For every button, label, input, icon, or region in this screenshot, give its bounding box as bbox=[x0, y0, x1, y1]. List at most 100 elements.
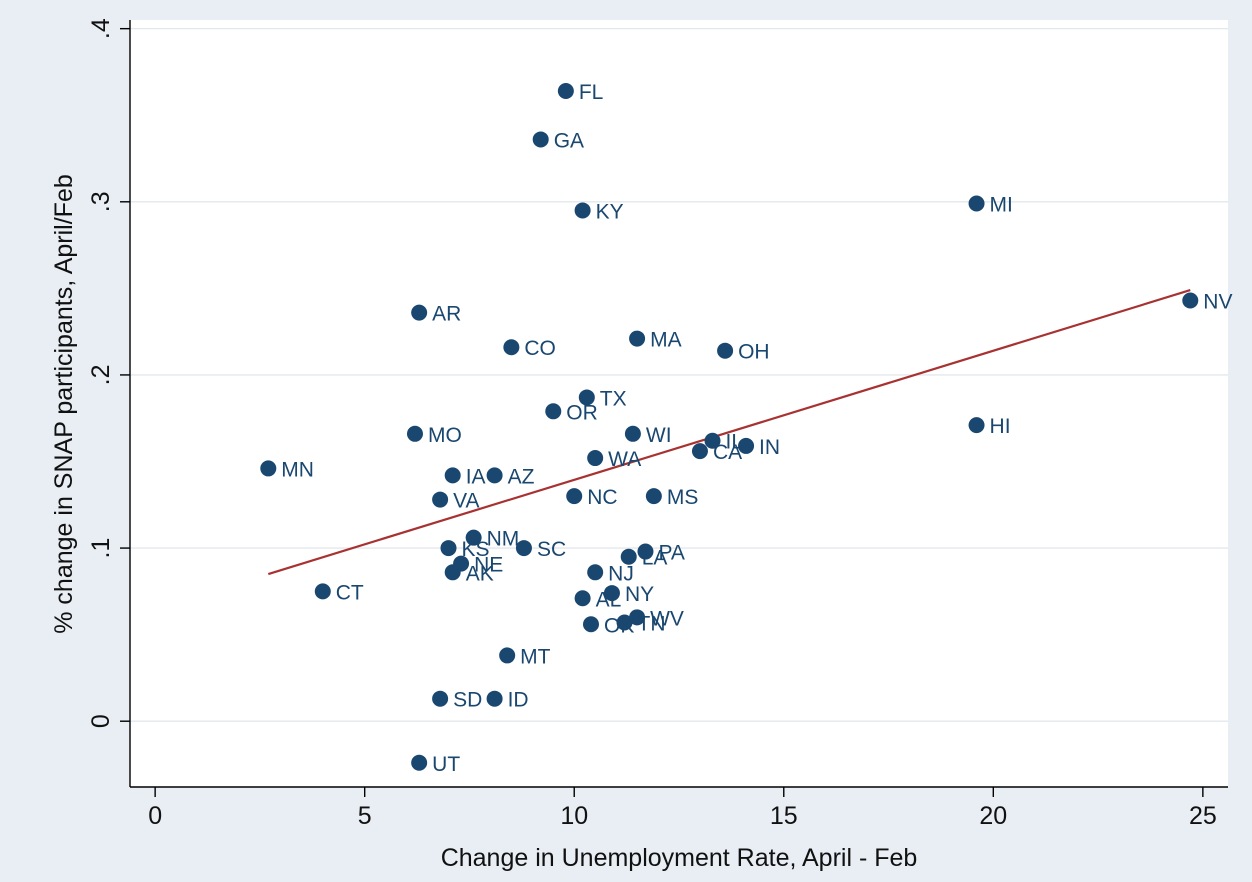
point-label-NY: NY bbox=[625, 583, 654, 606]
point-SD bbox=[432, 690, 449, 707]
point-AK bbox=[444, 564, 461, 581]
point-AZ bbox=[486, 467, 503, 484]
point-label-VA: VA bbox=[453, 490, 479, 513]
point-label-KS: KS bbox=[462, 538, 490, 561]
point-HI bbox=[968, 417, 985, 434]
point-label-HI: HI bbox=[990, 415, 1011, 438]
point-WA bbox=[587, 450, 604, 467]
point-KS bbox=[440, 540, 457, 557]
point-label-CO: CO bbox=[524, 337, 556, 360]
x-tick-label-4: 20 bbox=[979, 802, 1007, 830]
point-label-CT: CT bbox=[336, 581, 364, 604]
point-label-TN: TN bbox=[638, 613, 666, 636]
x-tick-label-0: 0 bbox=[148, 802, 162, 830]
point-MI bbox=[968, 195, 985, 212]
point-UT bbox=[411, 754, 428, 771]
gridlines bbox=[130, 28, 1228, 722]
point-LA bbox=[620, 548, 637, 565]
point-label-WV: WV bbox=[650, 607, 684, 630]
point-label-AL: AL bbox=[596, 588, 622, 611]
point-CT bbox=[314, 583, 331, 600]
point-label-UT: UT bbox=[432, 753, 460, 776]
point-MT bbox=[499, 647, 516, 664]
x-tick-label-5: 25 bbox=[1189, 802, 1217, 830]
axes bbox=[129, 20, 1228, 788]
point-CO bbox=[503, 339, 520, 356]
point-CA bbox=[691, 443, 708, 460]
point-OK bbox=[582, 616, 599, 633]
y-tick-label-2: .2 bbox=[87, 365, 115, 386]
point-label-KY: KY bbox=[596, 200, 624, 223]
point-WI bbox=[624, 425, 641, 442]
point-NV bbox=[1182, 292, 1199, 309]
point-label-SC: SC bbox=[537, 538, 566, 561]
point-NJ bbox=[587, 564, 604, 581]
point-NC bbox=[566, 488, 583, 505]
point-label-OK: OK bbox=[604, 614, 634, 637]
point-IL bbox=[704, 432, 721, 449]
point-NY bbox=[603, 585, 620, 602]
point-MO bbox=[406, 425, 423, 442]
point-label-OR: OR bbox=[566, 401, 598, 424]
point-VA bbox=[432, 491, 449, 508]
point-OR bbox=[545, 403, 562, 420]
point-MS bbox=[645, 488, 662, 505]
point-label-PA: PA bbox=[658, 542, 684, 565]
point-label-WI: WI bbox=[646, 424, 672, 447]
point-label-NM: NM bbox=[487, 528, 520, 551]
point-IN bbox=[738, 437, 755, 454]
fit-line-group bbox=[267, 289, 1191, 576]
point-label-TX: TX bbox=[600, 387, 627, 410]
point-TX bbox=[578, 389, 595, 406]
plot-area bbox=[130, 20, 1228, 787]
point-label-MN: MN bbox=[281, 458, 314, 481]
point-label-WA: WA bbox=[608, 448, 641, 471]
y-tick-label-1: .1 bbox=[87, 538, 115, 559]
point-MA bbox=[629, 330, 646, 347]
x-axis-title: Change in Unemployment Rate, April - Feb bbox=[441, 844, 918, 872]
fit-line bbox=[267, 289, 1191, 576]
point-AL bbox=[574, 590, 591, 607]
y-axis-title: % change in SNAP participants, April/Feb bbox=[50, 174, 78, 634]
point-label-NE: NE bbox=[474, 554, 503, 577]
y-tick-label-3: .3 bbox=[87, 191, 115, 212]
point-label-MI: MI bbox=[990, 194, 1013, 217]
point-label-MT: MT bbox=[520, 645, 550, 668]
point-label-NJ: NJ bbox=[608, 562, 634, 585]
point-label-ID: ID bbox=[508, 689, 529, 712]
point-GA bbox=[532, 131, 549, 148]
point-KY bbox=[574, 202, 591, 219]
point-label-AK: AK bbox=[466, 562, 494, 585]
point-OH bbox=[717, 342, 734, 359]
y-ticks: 0 .1 .2 .3 .4 bbox=[87, 18, 130, 728]
point-label-FL: FL bbox=[579, 81, 604, 104]
point-NM bbox=[465, 529, 482, 546]
point-ID bbox=[486, 690, 503, 707]
point-SC bbox=[515, 540, 532, 557]
point-label-MS: MS bbox=[667, 486, 699, 509]
point-label-GA: GA bbox=[554, 129, 584, 152]
point-FL bbox=[557, 82, 574, 99]
point-label-IN: IN bbox=[759, 436, 780, 459]
x-tick-label-1: 5 bbox=[358, 802, 372, 830]
y-tick-label-4: .4 bbox=[87, 18, 115, 39]
point-MN bbox=[260, 460, 277, 477]
point-label-NC: NC bbox=[587, 486, 617, 509]
y-tick-label-0: 0 bbox=[87, 714, 115, 728]
point-label-AR: AR bbox=[432, 303, 461, 326]
x-ticks: 0 5 10 15 20 25 bbox=[148, 787, 1217, 830]
point-AR bbox=[411, 304, 428, 321]
point-label-NV: NV bbox=[1203, 290, 1232, 313]
point-label-LA: LA bbox=[642, 547, 668, 570]
point-label-OH: OH bbox=[738, 341, 770, 364]
point-label-IA: IA bbox=[466, 465, 486, 488]
point-label-MO: MO bbox=[428, 424, 462, 447]
x-tick-label-2: 10 bbox=[560, 802, 588, 830]
point-TN bbox=[616, 614, 633, 631]
point-label-CA: CA bbox=[713, 441, 742, 464]
point-WV bbox=[629, 609, 646, 626]
point-label-AZ: AZ bbox=[508, 465, 535, 488]
point-label-SD: SD bbox=[453, 689, 482, 712]
